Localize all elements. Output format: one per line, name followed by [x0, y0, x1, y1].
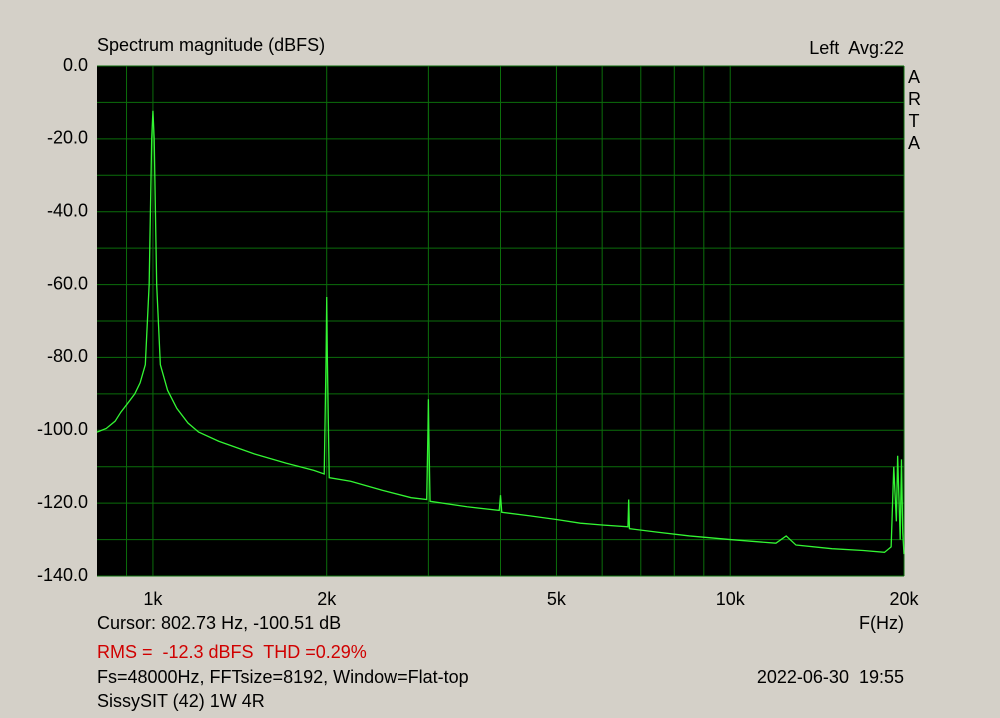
y-tick-label: -80.0 [47, 346, 88, 366]
marks [96, 110, 905, 555]
y-tick-label: 0.0 [63, 55, 88, 75]
y-tick-label: -40.0 [47, 200, 88, 220]
cursor: Cursor: 802.73 Hz, -100.51 dB [97, 613, 341, 633]
channel: Left Avg:22 [809, 38, 904, 58]
y-tick-label: -140.0 [37, 565, 88, 585]
y-tick-label: -120.0 [37, 492, 88, 512]
x-tick-label: 10k [716, 589, 746, 609]
x-tick-label: 20k [889, 589, 919, 609]
grid [97, 65, 905, 577]
x-tick-label: 5k [547, 589, 567, 609]
x-tick-label: 1k [143, 589, 163, 609]
y-tick-label: -20.0 [47, 128, 88, 148]
note: SissySIT (42) 1W 4R [97, 691, 265, 711]
logo: ARTA [908, 67, 921, 153]
spectrum-line [96, 110, 905, 555]
chart-title: Spectrum magnitude (dBFS) [97, 35, 325, 55]
x-tick-label: 2k [317, 589, 337, 609]
timestamp: 2022-06-30 19:55 [757, 667, 904, 687]
y-tick-label: -100.0 [37, 419, 88, 439]
measurement: RMS = -12.3 dBFS THD =0.29% [97, 642, 367, 662]
y-tick-label: -60.0 [47, 273, 88, 293]
settings: Fs=48000Hz, FFTsize=8192, Window=Flat-to… [97, 667, 469, 687]
x-axis-label: F(Hz) [859, 613, 904, 633]
